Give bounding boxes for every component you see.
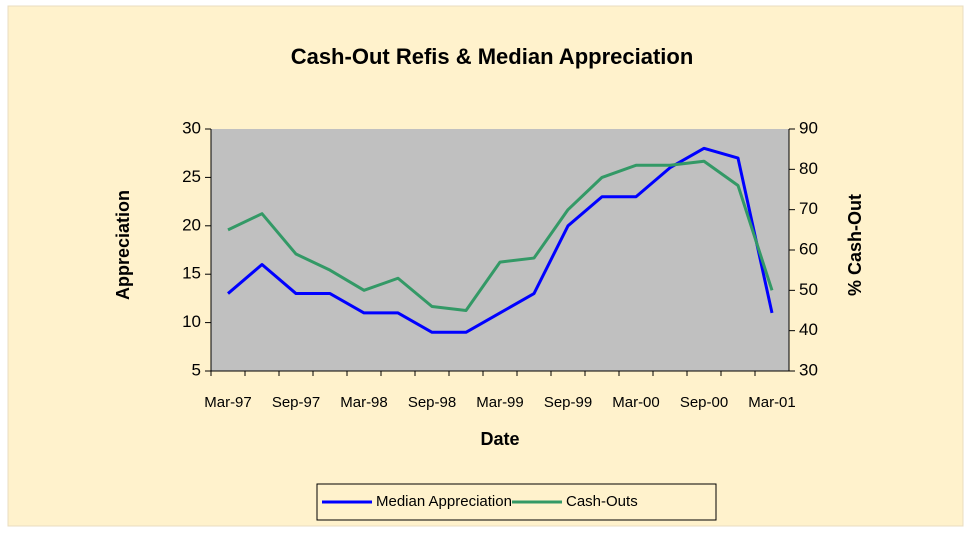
x-tick-label: Sep-99 xyxy=(544,394,592,411)
x-tick-label: Mar-00 xyxy=(612,394,660,411)
y-axis-label: Appreciation xyxy=(113,190,133,300)
data-line xyxy=(227,146,774,334)
y2-axis-label: % Cash-Out xyxy=(845,194,865,296)
legend-label: Median Appreciation xyxy=(376,493,512,510)
x-tick-label: Mar-97 xyxy=(204,394,252,411)
x-axis-label: Date xyxy=(480,429,519,449)
x-tick-label: Mar-99 xyxy=(476,394,524,411)
chart-title: Cash-Out Refis & Median Appreciation xyxy=(291,44,694,69)
y-tick-label: 25 xyxy=(182,167,201,186)
x-tick-label: Sep-98 xyxy=(408,394,456,411)
y2-tick-label: 50 xyxy=(799,280,818,299)
y-tick-label: 30 xyxy=(182,118,201,137)
y2-tick-label: 30 xyxy=(799,360,818,379)
x-tick-label: Mar-01 xyxy=(748,394,796,411)
y2-tick-label: 60 xyxy=(799,239,818,258)
y2-tick-label: 40 xyxy=(799,320,818,339)
plot-area xyxy=(211,129,789,371)
y2-tick-label: 80 xyxy=(799,159,818,178)
y-tick-label: 10 xyxy=(182,312,201,331)
y-tick-label: 15 xyxy=(182,264,201,283)
x-tick-label: Mar-98 xyxy=(340,394,388,411)
y-tick-label: 5 xyxy=(192,360,201,379)
x-tick-label: Sep-97 xyxy=(272,394,320,411)
y2-tick-label: 90 xyxy=(799,118,818,137)
y2-tick-label: 70 xyxy=(799,199,818,218)
data-line xyxy=(227,159,774,312)
x-tick-label: Sep-00 xyxy=(680,394,728,411)
y-tick-label: 20 xyxy=(182,215,201,234)
legend-label: Cash-Outs xyxy=(566,493,638,510)
